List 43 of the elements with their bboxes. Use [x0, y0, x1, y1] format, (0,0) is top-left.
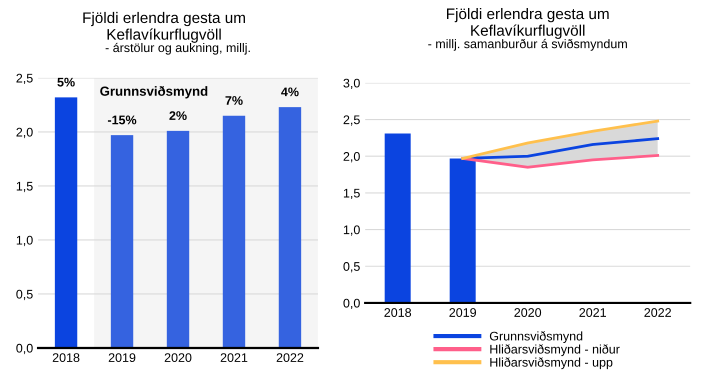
- bar: [110, 135, 134, 348]
- bar: [54, 97, 78, 348]
- annotation: 2%: [169, 111, 187, 120]
- x-tick-label: 2018: [52, 353, 80, 362]
- y-tick-label: 0,5: [16, 290, 33, 300]
- chart-title: Fjöldi erlendra gesta um Keflavíkurflugvöll: [83, 12, 245, 43]
- y-tick-label: 0,0: [343, 298, 360, 310]
- bar: [222, 116, 246, 348]
- y-tick-label: 1,0: [16, 236, 33, 246]
- chart-title: Fjöldi erlendra gesta um Keflavíkurflugvöll: [447, 8, 609, 39]
- x-tick-label: 2020: [514, 308, 542, 317]
- annotation: -15%: [108, 116, 136, 124]
- y-tick-label: 2,5: [344, 115, 360, 126]
- bar: [278, 107, 302, 348]
- x-tick-label: 2019: [108, 353, 136, 362]
- y-tick-label: 1,5: [16, 182, 33, 192]
- y-tick-label: 2,5: [16, 74, 33, 84]
- legend-label: Hliðarsviðsmynd - upp: [490, 357, 612, 370]
- line-series: [461, 120, 660, 160]
- y-tick-label: 0,0: [16, 344, 33, 354]
- x-tick-label: 2018: [384, 308, 412, 317]
- annotation: 5%: [57, 78, 75, 87]
- x-tick-label: 2022: [644, 308, 671, 317]
- y-tick-label: 2,0: [16, 128, 33, 138]
- band-label: Grunnsviðsmynd: [100, 86, 208, 98]
- x-tick-label: 2019: [449, 308, 476, 317]
- y-tick-label: 1,0: [344, 225, 360, 236]
- chart-subtitle: - millj. samanburður á sviðsmyndum: [428, 38, 627, 51]
- y-tick-label: 0,5: [343, 262, 360, 272]
- bar: [166, 130, 190, 348]
- x-tick-label: 2021: [579, 308, 606, 317]
- y-tick-label: 3,0: [343, 78, 360, 90]
- legend-label: Grunnsviðsmynd: [490, 331, 582, 344]
- x-tick-label: 2022: [276, 353, 304, 362]
- annotation: 7%: [225, 96, 243, 105]
- y-tick-label: 2,0: [344, 152, 360, 162]
- annotation: 4%: [281, 87, 299, 96]
- legend-label: Hliðarsviðsmynd - niður: [490, 344, 620, 356]
- chart-subtitle: - árstölur og aukning, millj.: [106, 42, 250, 55]
- y-tick-label: 1,5: [344, 188, 360, 200]
- x-tick-label: 2020: [164, 353, 192, 362]
- x-tick-label: 2021: [220, 353, 248, 362]
- line-series: [461, 154, 660, 169]
